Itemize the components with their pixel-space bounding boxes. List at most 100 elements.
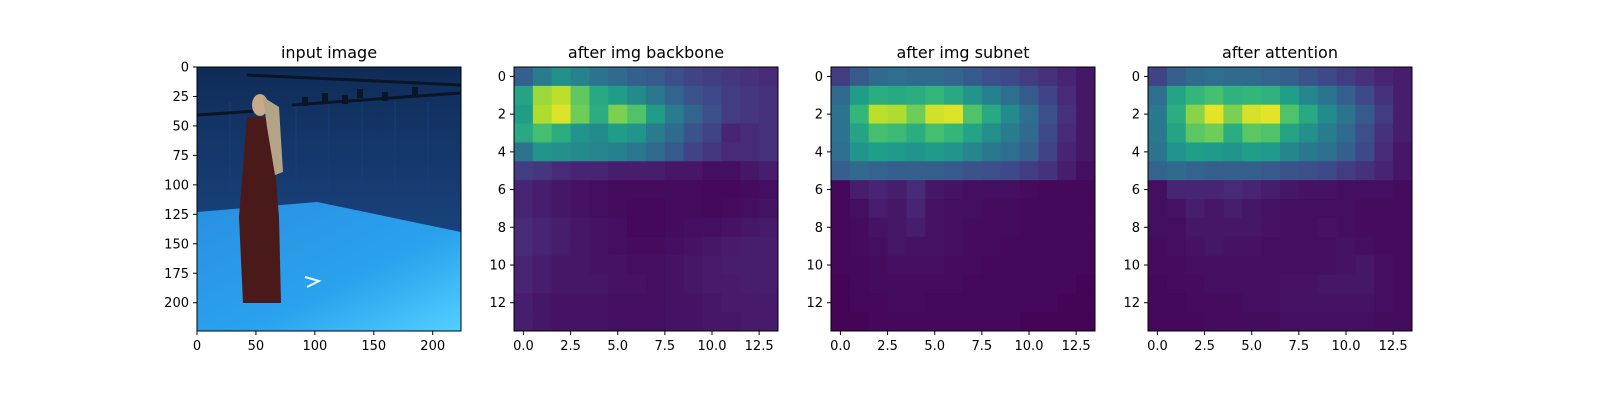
heatmap-cell (887, 123, 907, 143)
heatmap-cell (627, 67, 647, 87)
heatmap-cell (532, 236, 553, 256)
heatmap-cell (1298, 199, 1319, 219)
heatmap-cell (570, 236, 590, 256)
heatmap-cell (664, 161, 685, 181)
heatmap-cell (1280, 236, 1300, 256)
heatmap-cell (1223, 293, 1243, 313)
heatmap-cell (1185, 293, 1205, 313)
rig-bar (196, 109, 258, 117)
heatmap-cell (1057, 123, 1077, 143)
heatmap-cell (1355, 274, 1375, 294)
heatmap-cell (702, 293, 722, 313)
heatmap-cell (1242, 199, 1262, 219)
heatmap-cell (925, 236, 945, 256)
heatmap-cell (740, 293, 760, 313)
y-tick-label: 2 (1132, 108, 1140, 123)
heatmap-cell (1076, 123, 1096, 143)
x-tick-label: 5.0 (607, 339, 628, 354)
heatmap-cell (1185, 274, 1205, 294)
heatmap-cell (1038, 104, 1058, 124)
heatmap-cell (944, 274, 964, 294)
heatmap-cell (627, 142, 647, 162)
heatmap-cell (532, 104, 553, 124)
y-tick-label: 0 (1132, 70, 1140, 85)
heatmap-cell (1057, 199, 1077, 219)
heatmap-cell (1185, 236, 1205, 256)
heatmap-cell (849, 104, 870, 124)
heatmap-cell (1280, 274, 1300, 294)
heatmap-cell (963, 142, 983, 162)
heatmap-cell (570, 123, 590, 143)
heatmap-cell (1076, 180, 1096, 200)
heatmap-cell (1393, 142, 1413, 162)
heatmap-cell (963, 161, 983, 181)
heatmap-cell (570, 85, 590, 106)
heatmap-cell (646, 123, 666, 143)
heatmap-cell (646, 312, 666, 332)
heatmap-cell (1374, 274, 1394, 294)
heatmap-cell (1000, 123, 1020, 143)
heatmap-cell (1019, 236, 1039, 256)
heatmap-cell (721, 67, 741, 87)
heatmap-cell (1298, 293, 1319, 313)
heatmap-cell (589, 199, 609, 219)
heatmap-cell (1204, 85, 1224, 106)
heatmap-cell (1000, 217, 1020, 238)
heatmap-cell (551, 67, 571, 87)
heatmap-cell (1317, 67, 1337, 87)
heatmap-cell (1076, 161, 1096, 181)
heatmap-cell (627, 123, 647, 143)
heatmap-cell (944, 142, 964, 162)
heatmap-cell (608, 104, 628, 124)
heatmap-cell (551, 293, 571, 313)
heatmap-cell (1336, 217, 1356, 238)
heatmap-cells (514, 67, 779, 332)
heatmap-cell (627, 312, 647, 332)
heatmap-cell (1185, 142, 1205, 162)
heatmap-cell (963, 104, 983, 124)
heatmap-cell (702, 161, 722, 181)
heatmap-cell (925, 255, 945, 275)
heatmap-cell (702, 180, 722, 200)
heatmap-cell (532, 312, 553, 332)
heatmap-cell (1336, 67, 1356, 87)
heatmap-cell (1148, 142, 1168, 162)
heatmap-cell (1393, 85, 1413, 106)
floor-marker (304, 276, 322, 288)
heatmap-cell (1280, 312, 1300, 332)
heatmap-cell (1076, 274, 1096, 294)
heatmap-cell (1166, 217, 1187, 238)
heatmap-cell (981, 255, 1002, 275)
y-tick-label: 10 (1123, 259, 1140, 274)
heatmap-cell (831, 180, 851, 200)
heatmap-cell (1280, 161, 1300, 181)
heatmap-cell (721, 293, 741, 313)
heatmap-cell (646, 180, 666, 200)
heatmap-cell (906, 123, 926, 143)
heatmap-cell (1393, 312, 1413, 332)
heatmap-cell (570, 142, 590, 162)
heatmap-cell (849, 236, 870, 256)
heatmap-cell (1355, 217, 1375, 238)
heatmap-cell (963, 199, 983, 219)
x-tick-label: 100 (302, 339, 327, 354)
heatmap-cell (1298, 312, 1319, 332)
heatmap-cell (849, 85, 870, 106)
heatmap-cell (925, 293, 945, 313)
heatmap-cell (1057, 293, 1077, 313)
heatmap-cell (683, 293, 703, 313)
heatmap-cell (1076, 67, 1096, 87)
heatmap-cell (1242, 312, 1262, 332)
heatmap-cell (887, 104, 907, 124)
heatmap-cell (740, 161, 760, 181)
heatmap-cell (868, 85, 888, 106)
heatmap-cell (1223, 255, 1243, 275)
heatmap-cell (627, 85, 647, 106)
heatmap-cell (1317, 236, 1337, 256)
heatmap-cell (589, 217, 609, 238)
heatmap-cell (1148, 180, 1168, 200)
heatmap-cell (759, 161, 779, 181)
y-tick-label: 4 (815, 145, 823, 160)
heatmap-cell (1166, 312, 1187, 332)
heatmap-cell (1280, 255, 1300, 275)
